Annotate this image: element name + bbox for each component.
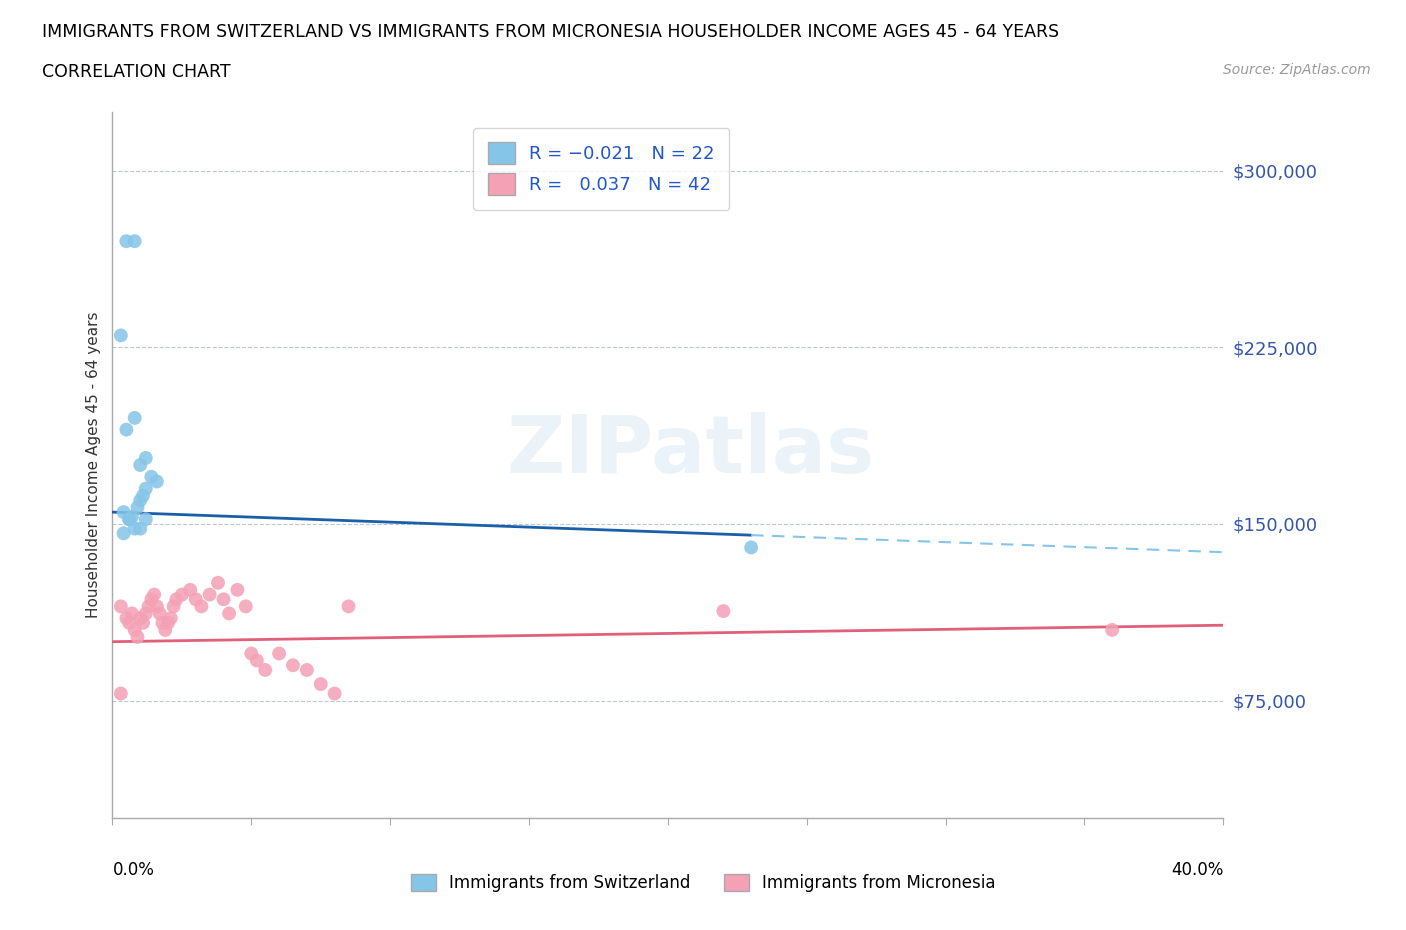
Point xyxy=(124,233,146,248)
Point xyxy=(740,540,762,555)
Point xyxy=(240,646,263,661)
Point xyxy=(165,591,187,606)
Point xyxy=(110,686,132,701)
Point xyxy=(146,474,169,489)
Y-axis label: Householder Income Ages 45 - 64 years: Householder Income Ages 45 - 64 years xyxy=(86,312,101,618)
Text: CORRELATION CHART: CORRELATION CHART xyxy=(42,63,231,81)
Point xyxy=(135,481,157,496)
Point xyxy=(115,611,138,626)
Point xyxy=(157,616,180,631)
Point xyxy=(162,599,184,614)
Text: Source: ZipAtlas.com: Source: ZipAtlas.com xyxy=(1223,63,1371,77)
Point xyxy=(254,662,277,677)
Point xyxy=(155,622,177,637)
Point xyxy=(132,488,155,503)
Point xyxy=(124,622,146,637)
Point xyxy=(127,630,149,644)
Point xyxy=(110,599,132,614)
Point xyxy=(323,686,346,701)
Point xyxy=(207,576,229,591)
Point xyxy=(118,512,141,526)
Text: ZIPatlas: ZIPatlas xyxy=(506,412,875,490)
Text: 40.0%: 40.0% xyxy=(1171,861,1223,879)
Point xyxy=(179,582,201,597)
Point xyxy=(138,599,160,614)
Point xyxy=(218,606,240,621)
Point xyxy=(121,606,143,621)
Point xyxy=(146,599,169,614)
Point xyxy=(129,521,152,536)
Point xyxy=(129,458,152,472)
Point xyxy=(141,591,163,606)
Point xyxy=(129,611,152,626)
Point xyxy=(135,450,157,465)
Point xyxy=(118,512,141,526)
Point xyxy=(235,599,257,614)
Text: IMMIGRANTS FROM SWITZERLAND VS IMMIGRANTS FROM MICRONESIA HOUSEHOLDER INCOME AGE: IMMIGRANTS FROM SWITZERLAND VS IMMIGRANT… xyxy=(42,23,1059,41)
Point xyxy=(190,599,212,614)
Point xyxy=(127,500,149,515)
Point xyxy=(135,512,157,526)
Point xyxy=(124,521,146,536)
Point xyxy=(295,662,318,677)
Point xyxy=(118,616,141,631)
Point xyxy=(143,587,166,602)
Point xyxy=(281,658,304,672)
Point xyxy=(141,470,163,485)
Point xyxy=(129,493,152,508)
Point xyxy=(112,505,135,520)
Text: 0.0%: 0.0% xyxy=(112,861,155,879)
Point xyxy=(246,653,269,668)
Point xyxy=(121,510,143,525)
Point xyxy=(267,646,291,661)
Point xyxy=(337,599,360,614)
Point xyxy=(132,616,155,631)
Legend: Immigrants from Switzerland, Immigrants from Micronesia: Immigrants from Switzerland, Immigrants … xyxy=(404,867,1002,898)
Point xyxy=(110,328,132,343)
Point xyxy=(170,587,193,602)
Point xyxy=(124,410,146,425)
Point xyxy=(149,606,172,621)
Point xyxy=(135,606,157,621)
Point xyxy=(309,677,332,692)
Point xyxy=(713,604,735,618)
Point xyxy=(184,591,207,606)
Point xyxy=(112,525,135,540)
Point xyxy=(152,616,174,631)
Point xyxy=(115,422,138,437)
Point xyxy=(1101,622,1123,637)
Point xyxy=(159,611,181,626)
Point xyxy=(226,582,249,597)
Legend: R = −0.021   N = 22, R =   0.037   N = 42: R = −0.021 N = 22, R = 0.037 N = 42 xyxy=(474,127,730,209)
Point xyxy=(115,233,138,248)
Point xyxy=(212,591,235,606)
Point xyxy=(198,587,221,602)
